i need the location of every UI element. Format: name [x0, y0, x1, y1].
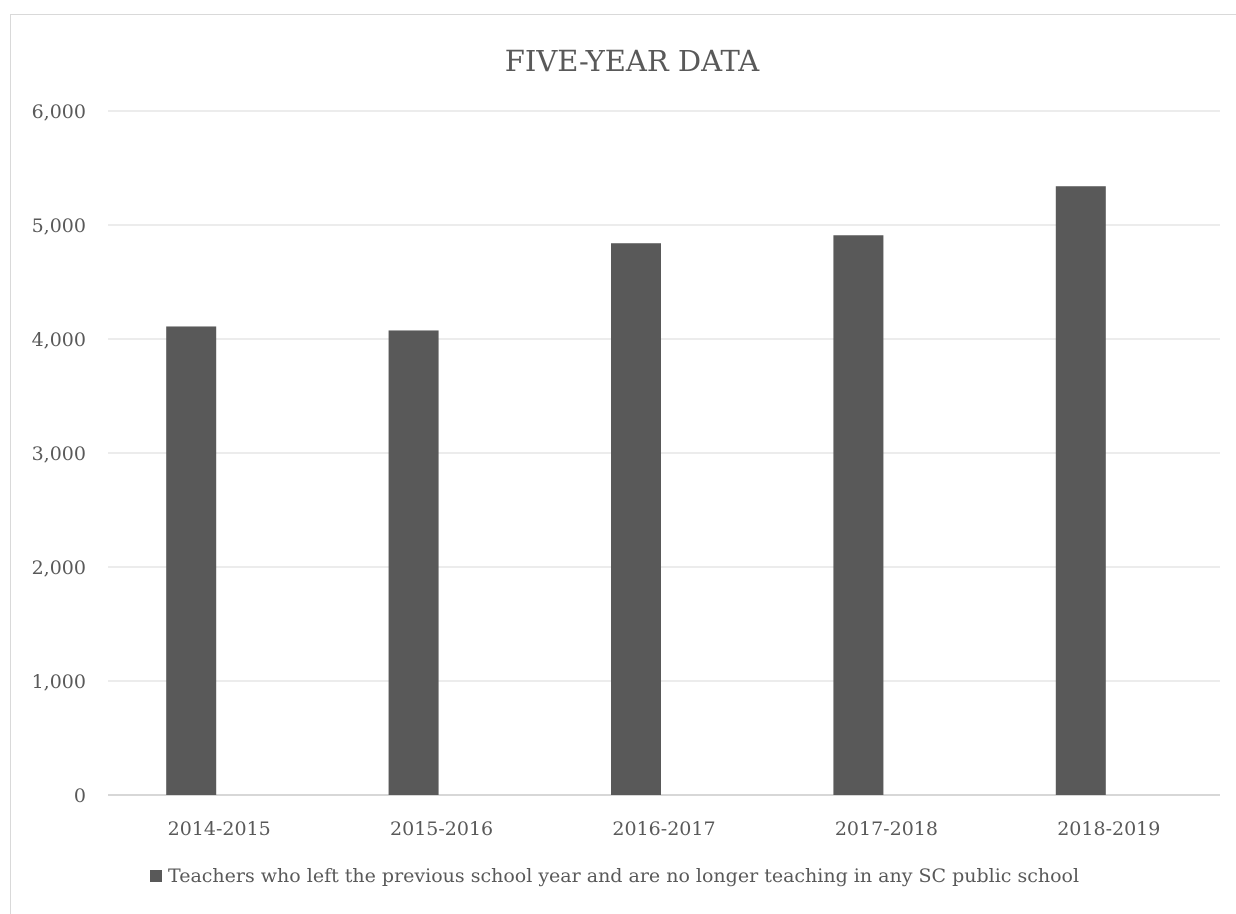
legend: Teachers who left the previous school ye…: [150, 865, 1079, 887]
bar-2014-2015: [166, 326, 217, 795]
legend-swatch: [150, 870, 162, 882]
bar-2015-2016: [388, 330, 439, 795]
y-tick-label: 6,000: [32, 101, 86, 123]
bars: [166, 186, 1106, 796]
x-tick-label: 2017-2018: [835, 818, 938, 840]
x-tick-label: 2015-2016: [390, 818, 493, 840]
x-axis-tick-labels: 2014-2015 2015-2016 2016-2017 2017-2018 2018…: [168, 818, 1161, 840]
bar-2017-2018: [833, 235, 884, 795]
x-tick-label: 2018-2019: [1057, 818, 1160, 840]
y-tick-label: 4,000: [32, 329, 86, 351]
y-tick-label: 1,000: [32, 671, 86, 693]
legend-label: Teachers who left the previous school ye…: [168, 865, 1079, 887]
chart-title: FIVE-YEAR DATA: [505, 44, 761, 78]
y-tick-label: 3,000: [32, 443, 86, 465]
y-tick-label: 5,000: [32, 215, 86, 237]
grid-lines: [108, 110, 1220, 796]
chart-frame: [10, 14, 1236, 914]
x-tick-label: 2016-2017: [612, 818, 715, 840]
bar-2018-2019: [1055, 186, 1106, 796]
y-axis-tick-labels: 0 1,000 2,000 3,000 4,000 5,000 6,000: [32, 101, 86, 807]
y-tick-label: 0: [74, 785, 86, 807]
bar-2016-2017: [611, 243, 661, 796]
x-tick-label: 2014-2015: [168, 818, 271, 840]
y-tick-label: 2,000: [32, 557, 86, 579]
